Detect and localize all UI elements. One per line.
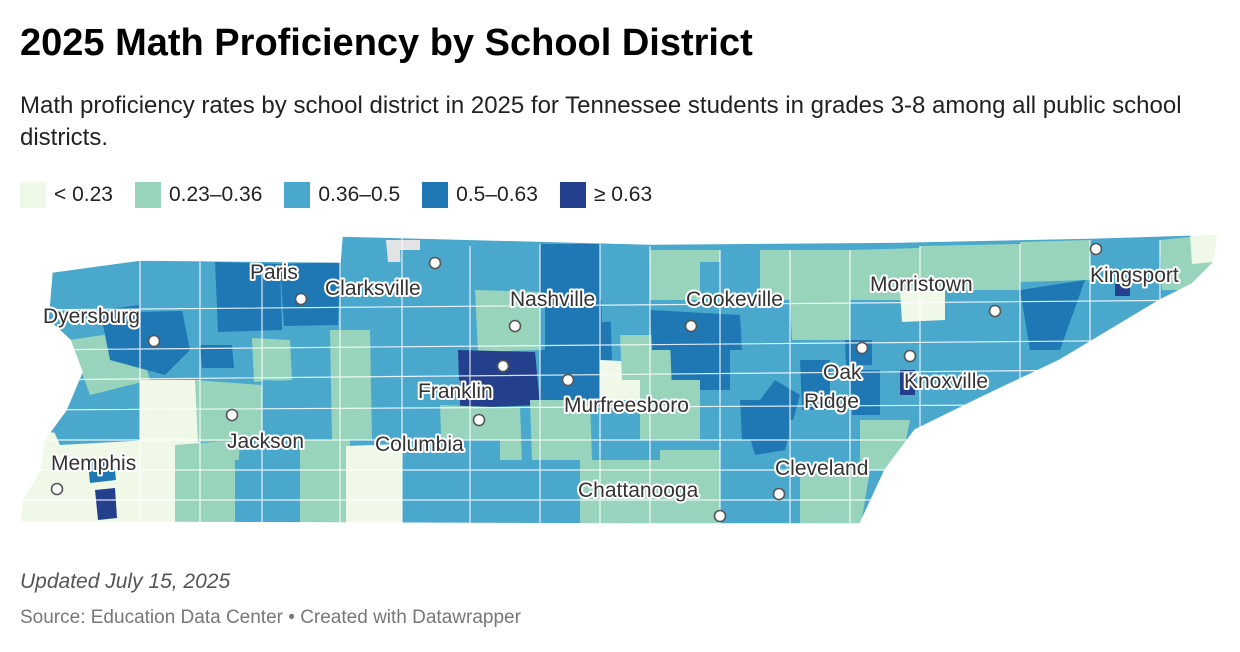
district-region [200,345,234,368]
district-region [790,420,860,470]
district-region [760,250,850,300]
city-dot-columbia [472,413,486,427]
district-region [850,248,920,300]
district-region [100,300,190,375]
district-region [400,250,470,300]
legend-swatch-bin0 [20,182,46,208]
legend-swatch-bin3 [422,182,449,208]
legend-label-bin4: ≥ 0.63 [593,183,653,206]
city-dot-nashville [508,319,522,333]
district-region [540,244,600,300]
district-region [530,400,592,460]
city-dot-murfreesboro [561,373,575,387]
city-label-ridge: Ridge [804,390,859,413]
district-region [88,460,116,483]
updated-note: Updated July 15, 2025 [20,570,231,593]
district-region [458,350,540,408]
city-label-knoxville: Knoxville [904,370,988,393]
city-label-columbia: Columbia [375,433,464,456]
legend-label-bin0: < 0.23 [54,183,113,206]
district-region [95,488,117,520]
district-region [640,380,700,440]
city-label-nashville: Nashville [510,288,595,311]
city-dot-jackson [225,408,239,422]
city-label-murfreesboro: Murfreesboro [564,394,689,417]
city-label-franklin: Franklin [418,380,493,403]
city-dot-oak-ridge [855,341,869,355]
city-label-memphis: Memphis [51,452,136,475]
district-region [920,244,1020,290]
chart-title: 2025 Math Proficiency by School District [20,22,753,64]
city-dot-clarksville [428,256,442,270]
legend-swatch-bin1 [134,182,161,208]
district-region [545,300,612,362]
district-region [380,380,460,440]
legend-swatch-bin4 [559,182,586,208]
legend-item-bin2: 0.36–0.5 [284,182,400,208]
district-region [900,370,915,395]
district-region [130,260,215,312]
district-region [215,262,282,332]
district-region [1190,234,1218,264]
city-label-cookeville: Cookeville [686,288,783,311]
city-label-cleveland: Cleveland [775,457,868,480]
city-dot-franklin [496,359,510,373]
district-region [1115,280,1130,296]
city-dot-cleveland [772,487,786,501]
district-region [470,246,540,290]
legend-item-bin4: ≥ 0.63 [559,182,653,208]
city-dot-paris [294,292,308,306]
district-region [300,440,350,524]
legend-item-bin0: < 0.23 [20,182,113,208]
district-region [280,262,340,326]
city-dot-morristown [988,304,1002,318]
city-dot-chattanooga [713,509,727,523]
city-markers [50,242,1103,523]
legend-item-bin3: 0.5–0.63 [422,182,538,208]
source-note: Source: Education Data Center • Created … [20,607,521,628]
district-region [235,458,300,524]
district-boundaries [20,238,1218,524]
city-dot-cookeville [684,319,698,333]
district-region [252,338,292,382]
district-region [900,290,945,322]
district-region [790,300,850,340]
legend-item-bin1: 0.23–0.36 [134,182,263,208]
district-region [700,262,760,320]
district-region [420,290,470,350]
city-label-jackson: Jackson [227,430,304,453]
district-region [402,440,500,524]
city-label-kingsport: Kingsport [1090,264,1179,287]
city-labels: Dyersburg Paris Clarksville Nashville Co… [41,259,1181,504]
legend-swatch-bin2 [284,182,311,208]
city-dot-knoxville [903,349,917,363]
district-region [175,440,240,524]
district-region [1020,280,1085,350]
city-dot-memphis [50,482,64,496]
city-label-paris: Paris [250,261,298,284]
district-region [850,370,880,415]
city-label-morristown: Morristown [870,273,973,296]
legend-label-bin2: 0.36–0.5 [318,183,401,206]
district-region [600,246,650,322]
city-dot-kingsport [1089,242,1103,256]
legend: < 0.23 0.23–0.36 0.36–0.5 0.5–0.63 ≥ 0.6… [20,182,652,208]
tennessee-district-map: Dyersburg Paris Clarksville Nashville Co… [19,233,1219,525]
legend-label-bin1: 0.23–0.36 [168,183,263,206]
chart-subtitle: Math proficiency rates by school distric… [20,92,1182,151]
district-region [1020,240,1090,282]
city-label-dyersburg: Dyersburg [43,305,140,328]
city-dot-dyersburg [147,334,161,348]
state-outline [19,233,1219,525]
city-label-clarksville: Clarksville [325,277,421,300]
district-region [670,340,730,390]
city-label-oak: Oak [823,361,862,384]
district-region [745,380,800,455]
city-label-chattanooga: Chattanooga [578,479,699,502]
legend-label-bin3: 0.5–0.63 [456,183,538,206]
district-region [346,444,402,524]
